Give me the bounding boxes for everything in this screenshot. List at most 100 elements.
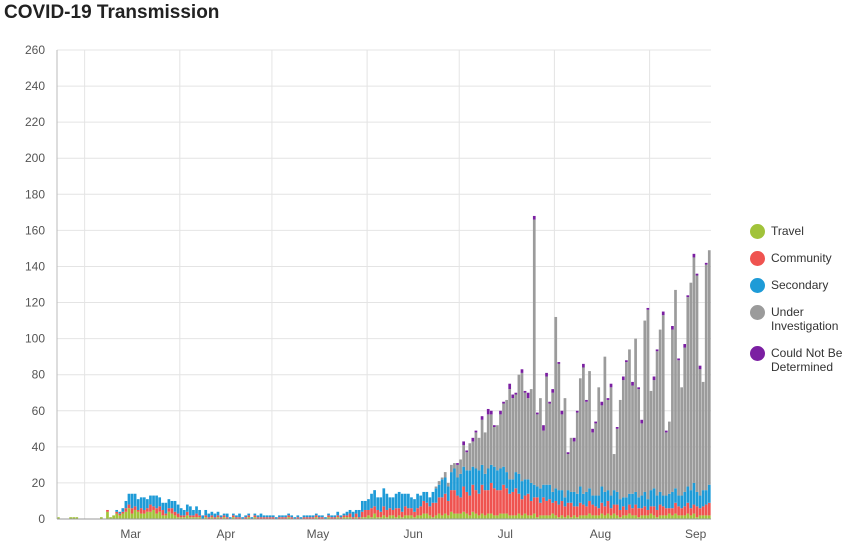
bar-segment-community[interactable] bbox=[133, 506, 137, 510]
bar-segment-travel[interactable] bbox=[603, 515, 607, 519]
bar-segment-community[interactable] bbox=[327, 515, 330, 518]
bar-segment-investigation[interactable] bbox=[569, 437, 573, 492]
bar-segment-community[interactable] bbox=[124, 508, 128, 512]
bar-segment-secondary[interactable] bbox=[701, 490, 705, 507]
bar-segment-travel[interactable] bbox=[674, 513, 677, 519]
bar-segment-travel[interactable] bbox=[508, 515, 512, 519]
bar-segment-secondary[interactable] bbox=[628, 493, 631, 505]
bar-segment-travel[interactable] bbox=[701, 515, 705, 519]
bar-segment-investigation[interactable] bbox=[625, 362, 628, 498]
bar-segment-investigation[interactable] bbox=[539, 398, 542, 489]
bar-segment-community[interactable] bbox=[357, 517, 361, 519]
bar-segment-investigation[interactable] bbox=[588, 371, 591, 489]
bar-segment-community[interactable] bbox=[600, 502, 604, 514]
bar-segment-community[interactable] bbox=[410, 508, 413, 516]
bar-segment-travel[interactable] bbox=[462, 511, 465, 519]
bar-segment-travel[interactable] bbox=[615, 515, 619, 519]
bar-segment-investigation[interactable] bbox=[671, 329, 674, 492]
bar-segment-community[interactable] bbox=[658, 504, 662, 516]
bar-segment-undetermined[interactable] bbox=[698, 365, 702, 370]
bar-segment-secondary[interactable] bbox=[373, 490, 376, 507]
bar-segment-secondary[interactable] bbox=[443, 477, 447, 494]
bar-segment-secondary[interactable] bbox=[668, 493, 671, 509]
bar-segment-travel[interactable] bbox=[585, 515, 588, 519]
bar-segment-community[interactable] bbox=[284, 517, 287, 519]
bar-segment-investigation[interactable] bbox=[618, 399, 622, 500]
bar-segment-community[interactable] bbox=[499, 490, 502, 514]
bar-segment-secondary[interactable] bbox=[704, 490, 708, 505]
bar-segment-secondary[interactable] bbox=[400, 493, 404, 512]
bar-segment-travel[interactable] bbox=[606, 513, 610, 519]
bar-segment-secondary[interactable] bbox=[388, 497, 392, 509]
bar-segment-secondary[interactable] bbox=[428, 497, 432, 507]
bar-segment-secondary[interactable] bbox=[376, 497, 380, 510]
bar-segment-community[interactable] bbox=[689, 508, 693, 516]
bar-segment-secondary[interactable] bbox=[578, 486, 582, 503]
bar-segment-investigation[interactable] bbox=[545, 376, 548, 485]
bar-segment-community[interactable] bbox=[360, 511, 364, 518]
bar-segment-community[interactable] bbox=[265, 517, 269, 519]
bar-segment-travel[interactable] bbox=[57, 517, 60, 519]
bar-segment-travel[interactable] bbox=[652, 515, 656, 519]
bar-segment-community[interactable] bbox=[419, 506, 423, 516]
bar-segment-travel[interactable] bbox=[532, 513, 536, 519]
bar-segment-secondary[interactable] bbox=[658, 491, 662, 505]
bar-segment-travel[interactable] bbox=[139, 513, 143, 519]
bar-segment-undetermined[interactable] bbox=[511, 394, 515, 399]
bar-segment-secondary[interactable] bbox=[582, 493, 585, 505]
bar-segment-community[interactable] bbox=[167, 508, 171, 512]
bar-segment-secondary[interactable] bbox=[330, 515, 333, 518]
bar-segment-travel[interactable] bbox=[72, 517, 76, 519]
bar-segment-secondary[interactable] bbox=[284, 515, 287, 518]
bar-segment-secondary[interactable] bbox=[692, 482, 696, 505]
bar-segment-community[interactable] bbox=[321, 517, 324, 519]
bar-segment-community[interactable] bbox=[210, 515, 214, 518]
bar-segment-secondary[interactable] bbox=[683, 491, 687, 507]
bar-segment-undetermined[interactable] bbox=[532, 215, 536, 220]
bar-segment-secondary[interactable] bbox=[244, 515, 247, 518]
bar-segment-community[interactable] bbox=[511, 491, 515, 516]
bar-segment-undetermined[interactable] bbox=[489, 410, 493, 415]
bar-segment-travel[interactable] bbox=[364, 517, 367, 519]
bar-segment-investigation[interactable] bbox=[643, 320, 647, 492]
bar-segment-travel[interactable] bbox=[142, 513, 146, 519]
bar-segment-secondary[interactable] bbox=[655, 495, 659, 510]
bar-segment-travel[interactable] bbox=[176, 517, 180, 519]
bar-segment-travel[interactable] bbox=[591, 515, 594, 519]
bar-segment-community[interactable] bbox=[529, 500, 533, 516]
bar-segment-secondary[interactable] bbox=[612, 490, 616, 505]
bar-segment-secondary[interactable] bbox=[259, 513, 263, 518]
bar-segment-investigation[interactable] bbox=[499, 414, 502, 469]
legend-item-travel[interactable]: Travel bbox=[750, 224, 858, 239]
bar-segment-undetermined[interactable] bbox=[661, 311, 665, 316]
bar-segment-travel[interactable] bbox=[109, 517, 112, 519]
bar-segment-travel[interactable] bbox=[121, 513, 125, 519]
bar-segment-secondary[interactable] bbox=[308, 515, 312, 518]
bar-segment-travel[interactable] bbox=[625, 515, 628, 519]
bar-segment-secondary[interactable] bbox=[216, 511, 220, 516]
bar-segment-travel[interactable] bbox=[437, 513, 441, 519]
bar-segment-secondary[interactable] bbox=[271, 515, 275, 518]
bar-segment-investigation[interactable] bbox=[612, 454, 616, 491]
bar-segment-investigation[interactable] bbox=[486, 414, 490, 469]
bar-segment-investigation[interactable] bbox=[594, 423, 598, 496]
bar-segment-community[interactable] bbox=[704, 504, 708, 516]
bar-segment-investigation[interactable] bbox=[446, 482, 450, 487]
bar-segment-secondary[interactable] bbox=[170, 500, 174, 509]
bar-segment-community[interactable] bbox=[373, 506, 376, 514]
bar-segment-community[interactable] bbox=[652, 506, 656, 516]
bar-segment-investigation[interactable] bbox=[434, 486, 438, 489]
bar-segment-travel[interactable] bbox=[695, 517, 699, 519]
bar-segment-secondary[interactable] bbox=[192, 509, 195, 516]
bar-segment-travel[interactable] bbox=[450, 511, 453, 519]
bar-segment-travel[interactable] bbox=[655, 517, 659, 519]
bar-segment-community[interactable] bbox=[588, 500, 591, 514]
bar-segment-community[interactable] bbox=[308, 517, 312, 519]
bar-segment-secondary[interactable] bbox=[437, 484, 441, 498]
bar-segment-community[interactable] bbox=[480, 484, 484, 514]
bar-segment-community[interactable] bbox=[434, 502, 438, 516]
bar-segment-community[interactable] bbox=[311, 517, 315, 519]
bar-segment-secondary[interactable] bbox=[327, 513, 330, 516]
bar-segment-travel[interactable] bbox=[434, 515, 438, 519]
bar-segment-secondary[interactable] bbox=[250, 517, 254, 519]
